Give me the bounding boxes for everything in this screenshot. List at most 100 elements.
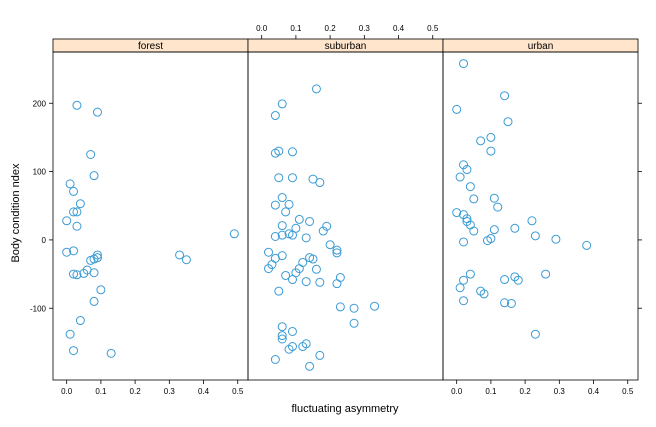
x-tick-label: 0.3	[554, 387, 566, 396]
y-tick-label: 100	[33, 168, 47, 177]
data-point	[452, 208, 462, 218]
data-point	[349, 303, 359, 313]
data-point	[89, 268, 99, 278]
data-point	[500, 298, 510, 308]
data-point	[465, 220, 475, 230]
data-point	[459, 59, 469, 69]
data-point	[287, 173, 297, 183]
data-point	[325, 240, 335, 250]
data-point	[274, 173, 284, 183]
data-point	[96, 285, 106, 295]
data-point	[281, 270, 291, 280]
data-point	[277, 251, 287, 261]
data-point	[270, 200, 280, 210]
data-point	[315, 178, 325, 188]
data-point	[75, 316, 85, 326]
data-point	[287, 230, 297, 240]
data-point	[86, 255, 96, 265]
panel-frame-urban	[442, 51, 639, 381]
x-tick-label: 0.0	[61, 387, 73, 396]
data-point	[277, 331, 287, 341]
x-tick-label: 0.3	[359, 24, 371, 33]
data-point	[287, 342, 297, 352]
x-tick-label: 0.0	[451, 387, 463, 396]
data-point	[284, 199, 294, 209]
x-tick-label: 0.1	[485, 387, 497, 396]
x-tick-label: 0.1	[290, 24, 302, 33]
data-point	[332, 245, 342, 255]
data-point	[455, 172, 465, 182]
data-point	[181, 255, 191, 265]
data-point	[62, 216, 72, 226]
panel-urban: urban	[442, 38, 639, 381]
data-point	[322, 221, 332, 231]
data-point	[305, 216, 315, 226]
data-point	[86, 150, 96, 159]
data-point	[287, 326, 297, 336]
x-tick-label: 0.2	[130, 387, 142, 396]
data-point	[69, 269, 79, 279]
data-point	[229, 229, 239, 239]
y-tick-label: 0	[42, 236, 47, 245]
strip-label-suburban: suburban	[325, 41, 367, 52]
data-point	[459, 275, 469, 285]
x-tick-label: 0.1	[95, 387, 107, 396]
data-point	[277, 221, 287, 231]
data-point	[69, 246, 79, 256]
data-point	[465, 182, 475, 192]
strip-label-forest: forest	[138, 41, 163, 52]
data-point	[551, 234, 561, 244]
data-point	[469, 194, 479, 204]
data-point	[541, 269, 551, 279]
data-point	[79, 268, 89, 278]
data-point	[175, 250, 185, 260]
data-point	[479, 289, 489, 299]
data-point	[287, 147, 297, 157]
data-point	[65, 179, 75, 189]
data-point	[500, 91, 510, 101]
data-point	[476, 136, 486, 146]
data-point	[510, 223, 520, 233]
data-point	[318, 226, 328, 236]
data-point	[489, 193, 499, 203]
data-point	[106, 348, 116, 358]
data-point	[287, 275, 297, 285]
data-point	[69, 207, 79, 217]
data-point	[335, 302, 345, 312]
axes-layer: 0.0 0.1 0.2 0.3 0.4 0.5 0.0 0.1 0.2 0.3 0.4 0.5 0.0 0…	[30, 24, 642, 396]
data-point	[462, 165, 472, 175]
data-point	[301, 277, 311, 287]
data-point	[510, 272, 520, 282]
data-point	[486, 132, 496, 142]
data-point	[335, 273, 345, 282]
x-tick-label: 0.4	[393, 24, 405, 33]
panel-frame-suburban	[247, 51, 444, 381]
data-point	[311, 84, 321, 94]
y-tick-label: 200	[33, 99, 47, 108]
data-point	[294, 214, 304, 224]
data-point	[469, 226, 479, 236]
data-point	[455, 283, 465, 293]
data-point	[489, 225, 499, 235]
data-point	[270, 355, 280, 364]
data-point	[270, 111, 280, 121]
panel-forest: forest	[52, 38, 249, 381]
data-point	[459, 237, 469, 247]
data-point	[277, 322, 287, 332]
data-point	[89, 296, 99, 306]
data-point	[92, 107, 102, 117]
x-tick-label: 0.4	[198, 387, 210, 396]
data-point	[62, 247, 72, 257]
x-tick-label: 0.0	[256, 24, 268, 33]
x-tick-label: 0.2	[325, 24, 337, 33]
data-point	[503, 117, 513, 127]
data-point	[582, 240, 592, 250]
data-point	[482, 236, 492, 246]
data-point	[72, 100, 82, 110]
y-tick-label: -100	[30, 304, 47, 313]
data-point	[89, 171, 99, 181]
data-point	[270, 148, 280, 158]
data-point	[270, 232, 280, 241]
panels-layer: forest suburban urban	[52, 38, 639, 381]
